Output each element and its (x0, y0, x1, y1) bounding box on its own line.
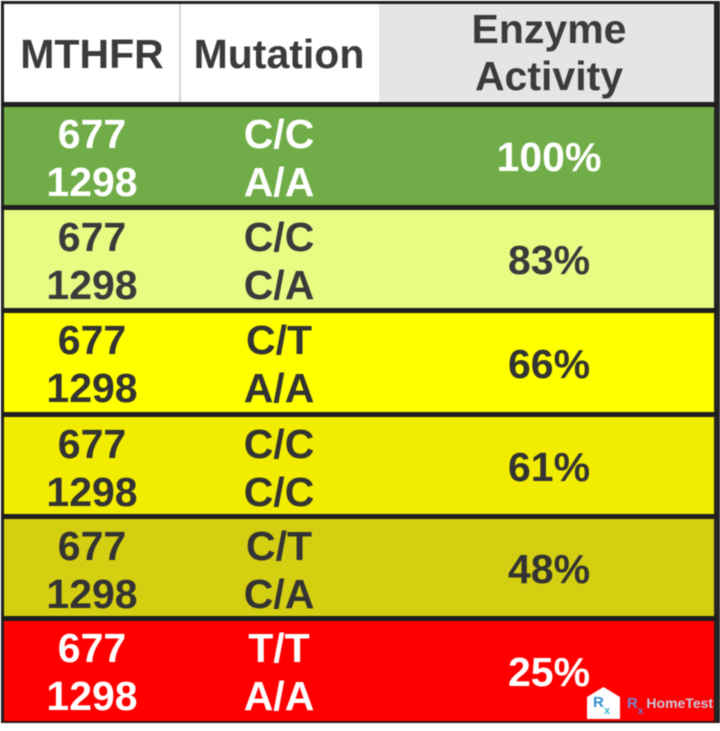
svg-text:R: R (593, 694, 604, 711)
svg-text:x: x (604, 705, 611, 717)
